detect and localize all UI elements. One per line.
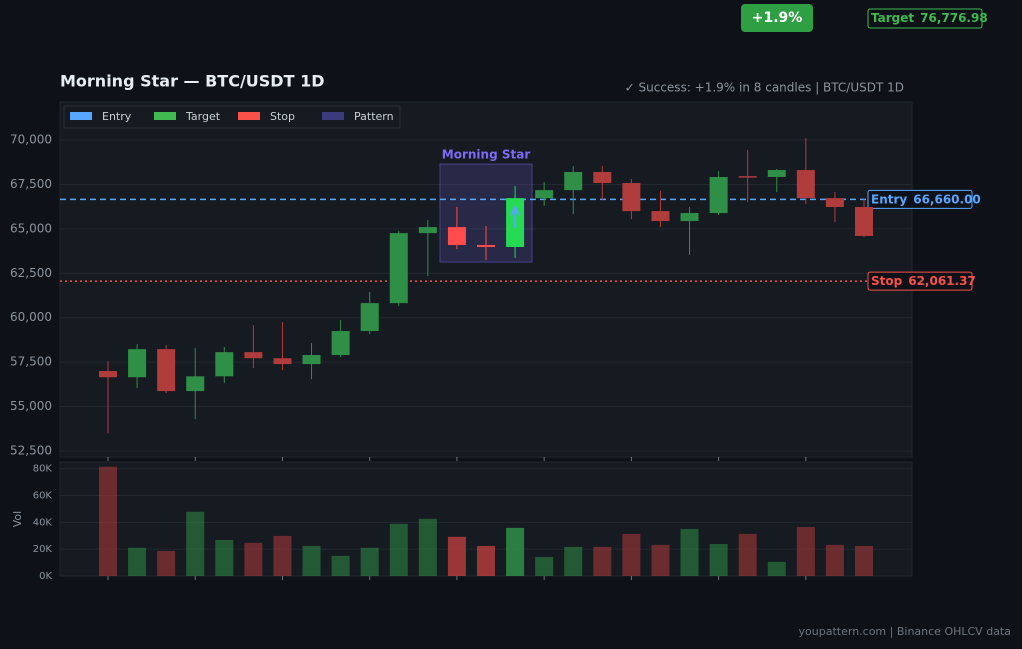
level-label-box (867, 271, 973, 291)
candle-body (128, 349, 147, 378)
y-tick-label: 40K (33, 517, 53, 528)
level-name: Target (871, 11, 914, 25)
legend-swatch (70, 112, 92, 120)
candle-body (186, 376, 205, 392)
level-badge (867, 8, 983, 29)
volume-bar (186, 511, 205, 576)
volume-bar (128, 547, 147, 576)
candle-body (331, 331, 350, 356)
volume-bar (855, 545, 873, 576)
level-badge-text: Target 76,776.98 (871, 11, 988, 25)
volume-bar (273, 535, 292, 576)
y-tick-label: 20K (33, 544, 53, 555)
y-tick-label: 70,000 (10, 133, 52, 147)
volume-bar (215, 539, 234, 576)
level-name: Entry (871, 192, 907, 206)
candle-body (796, 170, 815, 199)
volume-bar (767, 561, 786, 576)
volume-bar (535, 556, 554, 576)
volume-axis-label: Vol (11, 511, 24, 527)
candle-body (680, 213, 699, 222)
volume-bar (418, 518, 437, 576)
level-value: 76,776.98 (920, 11, 988, 25)
y-tick-label: 80K (33, 464, 53, 475)
candle-body (418, 227, 437, 234)
legend-label: Entry (102, 110, 132, 123)
volume-bar (99, 466, 117, 576)
legend-box (63, 105, 401, 129)
y-tick-label: 55,000 (10, 399, 52, 413)
level-value: 66,660.00 (913, 192, 981, 206)
volume-bar (157, 550, 176, 576)
candle-body (477, 245, 495, 247)
volume-bar (360, 547, 379, 576)
legend-label: Stop (270, 110, 295, 123)
volume-bar (680, 528, 699, 576)
volume-bar (796, 526, 815, 576)
level-name: Stop (871, 274, 903, 288)
candle-body (855, 207, 873, 236)
candle-body (389, 233, 408, 304)
price-panel (59, 101, 913, 458)
level-value: 62,061.37 (908, 274, 976, 288)
candle-body (767, 170, 786, 177)
volume-bar (738, 533, 757, 576)
candle-body (651, 211, 670, 222)
level-label: Stop 62,061.37 (871, 274, 976, 288)
volume-bar (244, 542, 263, 576)
volume-bar (331, 555, 350, 576)
volume-bar (389, 523, 408, 576)
legend-swatch (154, 112, 176, 120)
candle-body (593, 172, 612, 184)
candle-body (157, 349, 176, 392)
candle-body (99, 371, 117, 378)
y-tick-label: 0K (39, 571, 52, 582)
legend: Entry Target Stop Pattern (63, 105, 401, 129)
candle-body (360, 303, 379, 332)
y-tick-label: 65,000 (10, 221, 52, 235)
pattern-label: Morning Star (442, 148, 531, 162)
volume-bar (651, 544, 670, 576)
legend-swatch (238, 112, 260, 120)
candle-body (709, 176, 728, 214)
candle-body (825, 198, 844, 208)
volume-bar (506, 527, 525, 576)
candle-body (273, 358, 292, 365)
legend-label: Pattern (354, 110, 394, 123)
candle-body (215, 352, 234, 377)
candle-body (564, 172, 583, 191)
result-text: +1.9% (752, 10, 803, 26)
chart-subtitle: ✓ Success: +1.9% in 8 candles | BTC/USDT… (625, 81, 904, 95)
candle-body (622, 183, 641, 212)
candle-body (535, 190, 554, 199)
result-badge (741, 4, 813, 32)
legend-swatch (322, 112, 344, 120)
y-tick-label: 57,500 (10, 355, 52, 369)
chart-title: Morning Star — BTC/USDT 1D (60, 72, 324, 91)
volume-bar (447, 536, 466, 576)
volume-bar (825, 544, 844, 576)
candle-body (738, 176, 757, 178)
y-tick-label: 62,500 (10, 266, 52, 280)
signal-arrow (510, 204, 520, 229)
level-label-box (867, 189, 973, 209)
volume-bar (477, 545, 495, 576)
y-tick-label: 52,500 (10, 443, 52, 457)
footer: youpattern.com | Binance OHLCV data (799, 625, 1011, 638)
legend-label: Target (185, 110, 221, 123)
candle-body (244, 352, 263, 359)
volume-bar (564, 546, 583, 576)
volume-bar (622, 533, 641, 576)
volume-bar (593, 546, 612, 576)
y-tick-label: 67,500 (10, 177, 52, 191)
candle-body (302, 355, 321, 365)
y-tick-label: 60K (33, 491, 53, 502)
candle-body (447, 227, 466, 246)
y-tick-label: 60,000 (10, 310, 52, 324)
level-label: Entry 66,660.00 (871, 192, 981, 206)
volume-bar (302, 545, 321, 576)
volume-bar (709, 543, 728, 576)
